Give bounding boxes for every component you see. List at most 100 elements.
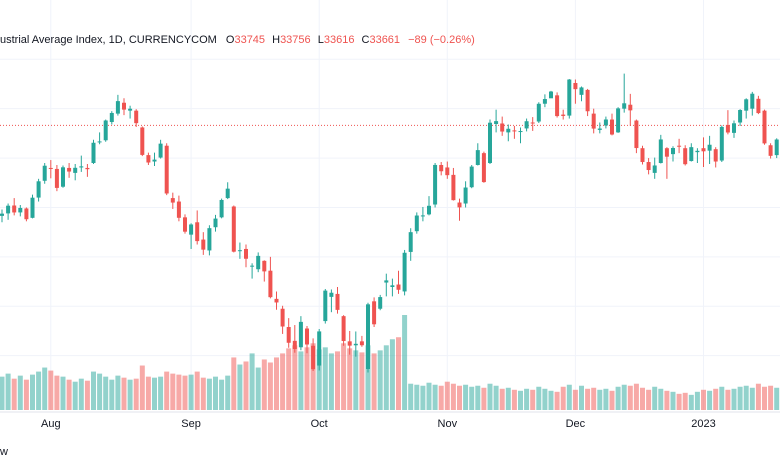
candle-body — [219, 199, 224, 218]
candle-body — [469, 166, 474, 188]
candle-body — [170, 198, 175, 203]
candle-body — [12, 205, 17, 213]
volume-bar — [676, 393, 682, 410]
volume-bar — [310, 343, 316, 410]
candle-body — [481, 153, 486, 183]
candle-body — [79, 166, 84, 168]
volume-bar — [280, 353, 286, 410]
readout-change: −89 (−0.26%) — [408, 34, 475, 46]
volume-bar — [66, 379, 72, 410]
volume-bar — [30, 374, 35, 410]
candle-body — [97, 141, 102, 143]
volume-bar — [0, 376, 5, 410]
candle-body — [311, 345, 316, 370]
volume-bar — [84, 380, 90, 410]
volume-bar — [206, 378, 212, 410]
volume-bar — [572, 389, 578, 410]
volume-bar — [139, 365, 145, 410]
candle-body — [756, 98, 761, 114]
candle-body — [713, 149, 718, 162]
volume-bar — [609, 390, 615, 410]
candle-body — [359, 341, 364, 346]
x-tick-label: 2023 — [691, 418, 715, 430]
candle-body — [122, 102, 126, 110]
volume-bar — [60, 376, 66, 410]
volume-bar — [719, 386, 725, 410]
candle-body — [768, 145, 773, 156]
volume-bar — [231, 357, 237, 410]
candle-body — [652, 165, 657, 173]
volume-bar — [255, 367, 261, 410]
volume-bar — [768, 385, 774, 410]
volume-bar — [646, 389, 652, 410]
volume-bar — [17, 375, 23, 410]
volume-bar — [627, 385, 633, 410]
volume-bar — [499, 388, 505, 410]
candle-body — [628, 104, 633, 111]
candle-body — [732, 123, 736, 133]
candle-body — [433, 164, 438, 205]
candle-body — [512, 130, 517, 132]
volume-bar — [548, 390, 554, 410]
candle-body — [231, 206, 236, 252]
candle-body — [463, 187, 468, 204]
volume-bar — [762, 386, 767, 410]
candle-body — [207, 228, 212, 251]
volume-bar — [438, 385, 444, 410]
volume-bar — [103, 376, 109, 410]
volume-bar — [420, 385, 426, 410]
candle-body — [634, 120, 639, 149]
volume-bar — [701, 389, 706, 410]
candle-body — [134, 110, 139, 124]
volume-bar — [304, 347, 310, 410]
candle-body — [506, 128, 511, 133]
chart-title: ustrial Average Index, 1D, CURRENCYCOM — [0, 34, 217, 46]
volume-bar — [316, 349, 322, 410]
volume-bar — [670, 391, 676, 410]
volume-bar — [371, 353, 377, 410]
candle-body — [591, 113, 596, 129]
candle-body — [305, 328, 309, 345]
candle-body — [140, 127, 145, 155]
candle-body — [183, 217, 187, 232]
readout-value: 33661 — [369, 34, 400, 46]
candle-body — [176, 201, 181, 218]
candle-body — [18, 207, 23, 213]
candle-body — [457, 202, 462, 208]
candle-body — [677, 145, 682, 147]
volume-bar — [365, 345, 371, 410]
volume-bar — [457, 385, 462, 410]
volume-bar — [774, 387, 780, 410]
candle-body — [701, 148, 706, 152]
readout-label: L — [318, 34, 324, 46]
volume-bar — [450, 383, 456, 410]
volume-bar — [633, 383, 639, 410]
candle-body — [500, 123, 505, 132]
candle-body — [256, 255, 261, 270]
candle-body — [622, 103, 627, 109]
volume-bar — [237, 364, 243, 410]
volume-bar — [158, 376, 164, 410]
candle-body — [585, 89, 590, 112]
candle-body — [317, 331, 322, 366]
volume-bar — [23, 379, 29, 410]
candle-body — [201, 239, 206, 250]
candle-body — [274, 298, 279, 303]
candle-body — [103, 120, 108, 141]
candle-body — [542, 99, 547, 104]
readout-value: 33756 — [280, 34, 311, 46]
footer-text: w — [0, 446, 8, 458]
candle-body — [494, 121, 499, 124]
candle-body — [54, 168, 59, 188]
candle-body — [719, 126, 724, 161]
volume-bar — [48, 370, 54, 410]
candle-body — [335, 293, 340, 310]
volume-bar — [225, 375, 231, 410]
candle-body — [30, 197, 35, 218]
candle-body — [658, 139, 663, 164]
candle-body — [237, 250, 242, 252]
candle-body — [85, 167, 90, 170]
volume-bar — [389, 339, 395, 410]
x-tick-label: Nov — [438, 418, 458, 430]
candle-body — [24, 208, 29, 220]
